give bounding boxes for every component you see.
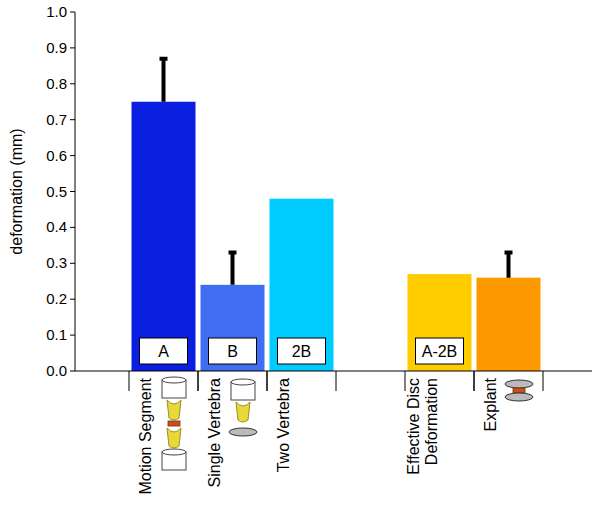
category-tick — [129, 371, 130, 391]
icon-part — [167, 400, 181, 420]
y-tick-label: 0.5 — [46, 183, 67, 200]
icon-part — [162, 449, 186, 455]
annotation-box — [416, 338, 464, 364]
error-bar — [160, 59, 168, 102]
y-tick-label: 0.9 — [46, 39, 67, 56]
category-tick — [198, 371, 199, 391]
icon-part — [168, 421, 180, 426]
y-tick — [70, 155, 75, 156]
bars — [132, 59, 541, 371]
y-tick — [70, 119, 75, 120]
category-label-line: Deformation — [423, 378, 440, 465]
y-tick-label: 0.6 — [46, 147, 67, 164]
category-tick — [267, 371, 268, 391]
y-tick — [70, 335, 75, 336]
category-label-line: Explant — [482, 377, 499, 431]
category-label-line: Two Vertebra — [275, 378, 292, 472]
bar — [270, 199, 334, 371]
annotation: A — [158, 343, 169, 360]
category-tick — [198, 371, 199, 391]
y-tick — [70, 47, 75, 48]
bar — [477, 278, 541, 371]
annotation-box — [209, 338, 257, 364]
category-tick — [474, 371, 475, 391]
category-label: Motion Segment — [137, 377, 154, 494]
y-tick-label: 0.8 — [46, 75, 67, 92]
y-tick-label: 0.4 — [46, 218, 67, 235]
y-tick — [70, 371, 75, 372]
annotation-box — [278, 338, 326, 364]
y-tick-label: 0.0 — [46, 362, 67, 379]
y-tick-label: 0.3 — [46, 254, 67, 271]
icon-part — [236, 402, 250, 422]
annotation: 2B — [292, 343, 312, 360]
category-label: Two Vertebra — [275, 378, 292, 472]
bar — [132, 102, 196, 371]
category-tick — [543, 371, 544, 391]
y-tick-label: 0.7 — [46, 111, 67, 128]
annotation: B — [227, 343, 238, 360]
error-bar — [229, 253, 237, 285]
category-label-line: Single Vertebra — [206, 378, 223, 488]
y-tick-label: 0.2 — [46, 290, 67, 307]
category-separators — [129, 371, 543, 391]
category-label-line: Effective Disc — [405, 378, 422, 475]
y-axis-label: deformation (mm) — [8, 128, 25, 254]
icon-single-vertebra — [229, 379, 257, 436]
annotation: A-2B — [422, 343, 458, 360]
y-tick — [70, 12, 75, 13]
bar — [408, 274, 472, 371]
icon-part — [229, 428, 257, 436]
y-tick — [70, 227, 75, 228]
icon-part — [505, 393, 533, 401]
icon-part — [505, 380, 533, 388]
icon-part — [162, 377, 186, 383]
category-label: Explant — [482, 377, 499, 431]
y-axis — [75, 12, 76, 371]
error-bar — [505, 253, 513, 278]
category-tick — [336, 371, 337, 391]
category-label: Effective DiscDeformation — [405, 378, 440, 475]
icon-part — [167, 428, 181, 448]
y-tick — [70, 299, 75, 300]
y-tick — [70, 191, 75, 192]
chart: deformation (mm) 0.0 0.1 0.2 0.3 0.4 0.5 0.6 0.7… — [0, 0, 601, 521]
y-tick-label: 0.1 — [46, 326, 67, 343]
y-tick — [70, 263, 75, 264]
x-axis — [75, 371, 592, 372]
annotation-box — [140, 338, 188, 364]
icon-part — [513, 388, 525, 393]
category-label: Single Vertebra — [206, 378, 223, 488]
y-tick — [70, 83, 75, 84]
category-tick — [474, 371, 475, 391]
y-tick-label: 1.0 — [46, 3, 67, 20]
category-tick — [267, 371, 268, 391]
bar — [201, 285, 265, 371]
icon-motion-segment — [162, 377, 186, 470]
icon-part — [231, 379, 255, 385]
icon-explant — [505, 380, 533, 401]
category-label-line: Motion Segment — [137, 377, 154, 494]
